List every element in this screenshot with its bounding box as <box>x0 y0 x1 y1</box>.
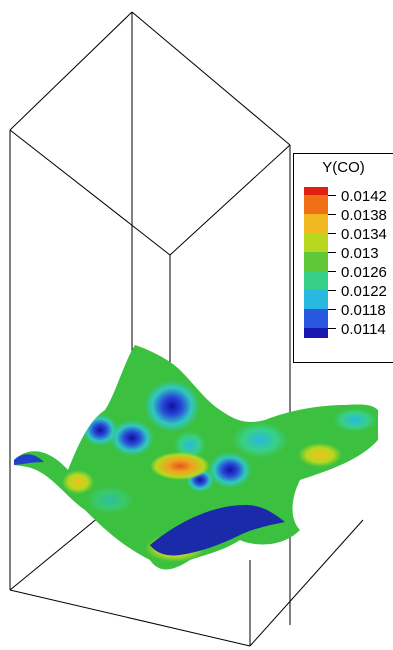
surface-fold <box>14 454 44 465</box>
legend-swatch <box>304 187 328 195</box>
legend-label: 0.0118 <box>341 302 386 319</box>
legend-tick <box>328 252 336 253</box>
legend-label: 0.0114 <box>341 321 386 338</box>
legend-label: 0.013 <box>341 245 379 262</box>
legend-title: Y(CO) <box>322 159 365 176</box>
legend-tick <box>328 290 336 291</box>
legend-tick <box>328 233 336 234</box>
low-spot <box>110 420 154 456</box>
low-spot <box>144 380 200 432</box>
legend-label: 0.0122 <box>341 283 387 300</box>
legend-swatch <box>304 290 328 309</box>
legend-swatch <box>304 271 328 290</box>
legend-swatch <box>304 233 328 252</box>
legend-label: 0.0138 <box>341 207 387 224</box>
mid-spot <box>174 431 206 459</box>
legend-swatch <box>304 309 328 328</box>
legend-swatch <box>304 195 328 214</box>
mid-spot <box>333 408 377 432</box>
mid-spot <box>86 486 134 514</box>
color-legend: Y(CO) 0.0142 0.0138 0.0134 0.013 0.0126 … <box>293 153 393 363</box>
legend-swatch <box>304 252 328 271</box>
high-spot <box>150 452 210 480</box>
surface-fold <box>150 505 285 556</box>
legend-label: 0.0142 <box>341 188 387 205</box>
legend-tick <box>328 195 336 196</box>
legend-swatch <box>304 328 328 338</box>
low-spot <box>82 414 118 446</box>
legend-label: 0.0134 <box>341 226 387 243</box>
warm-spot <box>298 443 342 467</box>
legend-swatch <box>304 214 328 233</box>
legend-tick <box>328 309 336 310</box>
mid-spot <box>232 422 288 458</box>
legend-tick <box>328 214 336 215</box>
legend-label: 0.0126 <box>341 264 387 281</box>
bounding-box <box>9 11 364 647</box>
legend-tick <box>328 328 336 329</box>
warm-spot <box>62 470 94 494</box>
low-spot <box>208 452 252 488</box>
legend-tick <box>328 271 336 272</box>
contour-surface <box>14 345 378 570</box>
